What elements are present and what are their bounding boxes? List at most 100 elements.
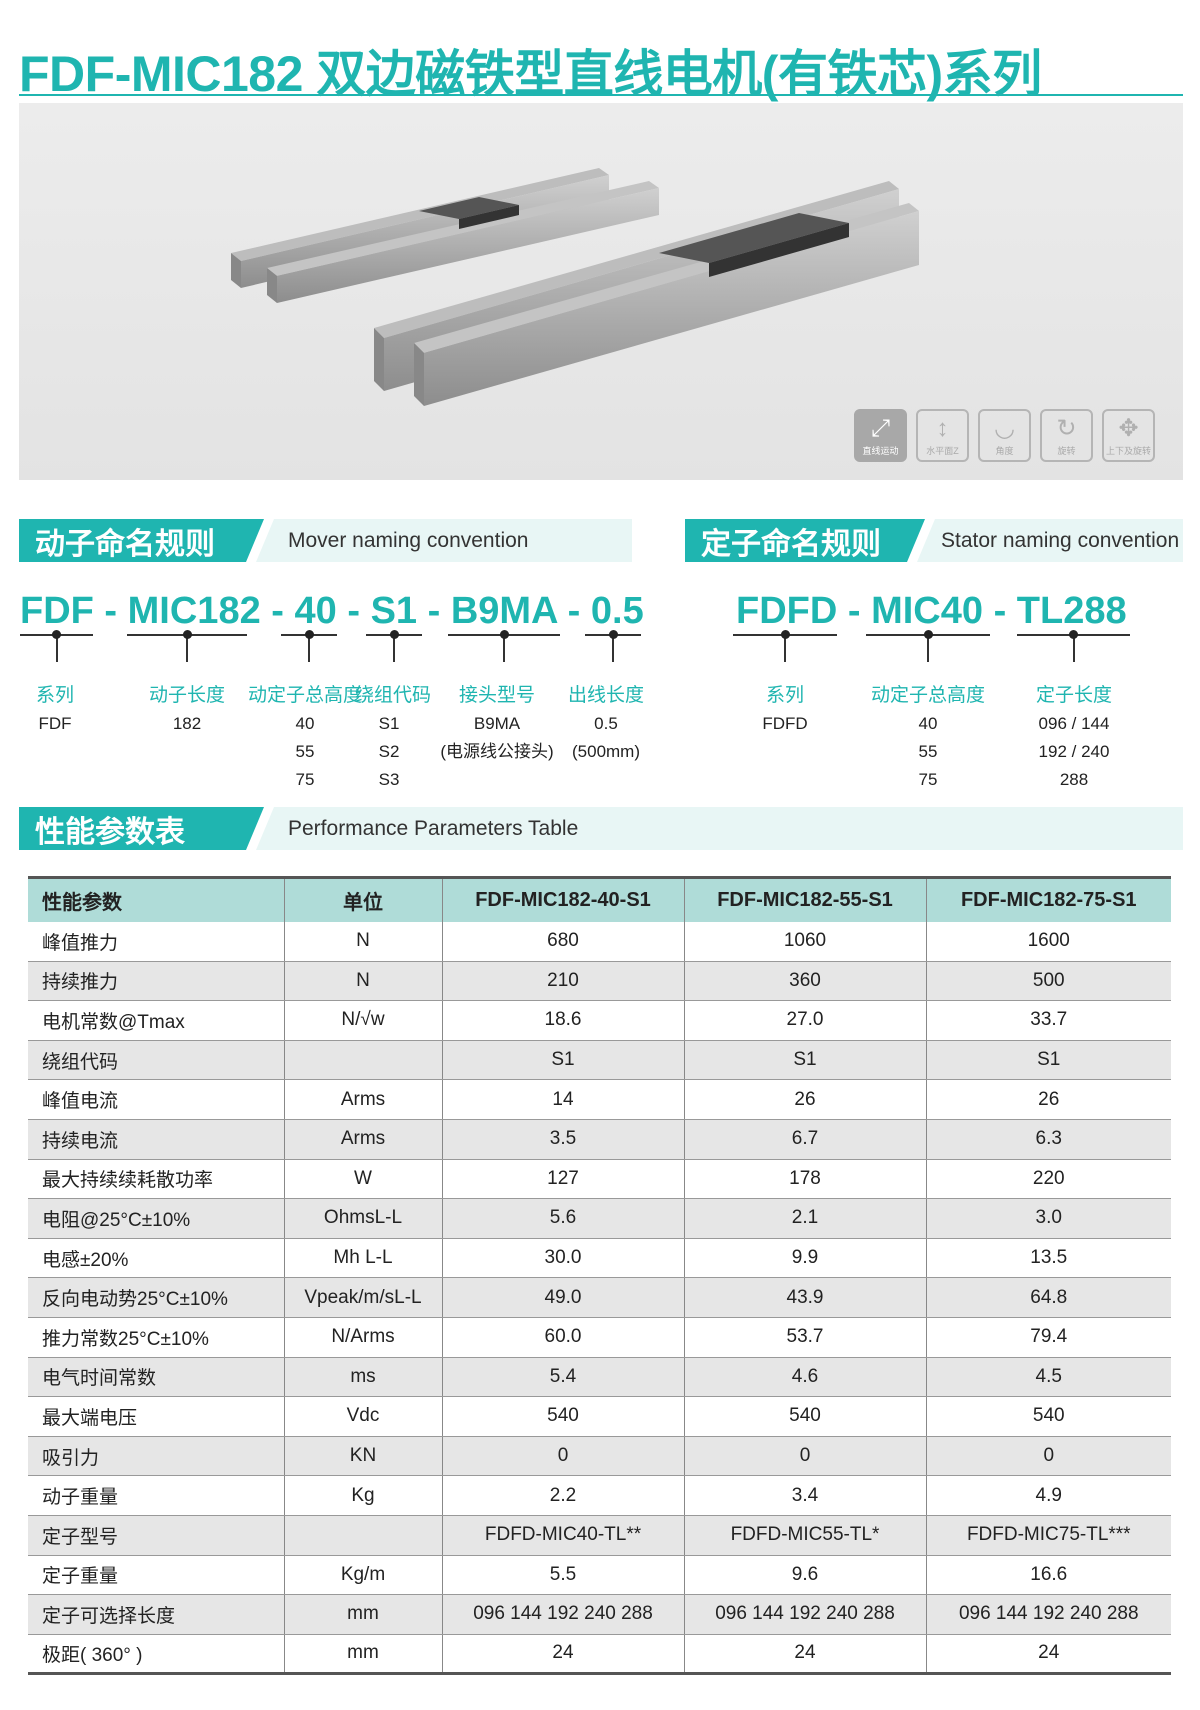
table-cell: [283, 1515, 442, 1556]
table-cell: 最大持续续耗散功率: [28, 1159, 284, 1200]
table-cell: 4.6: [683, 1357, 926, 1398]
table-cell: Vdc: [283, 1396, 442, 1437]
table-cell: ms: [283, 1357, 442, 1398]
perf-section-header: 性能参数表 Performance Parameters Table: [19, 807, 1183, 850]
table-cell: 210: [441, 961, 684, 1002]
table-cell: mm: [283, 1594, 442, 1635]
table-cell: 5.6: [441, 1198, 684, 1239]
table-cell: 峰值电流: [28, 1079, 284, 1120]
table-cell: 540: [441, 1396, 684, 1437]
product-image: ⤢ 直线运动 ↕ 水平面Z ◡ 角度 ↻ 旋转 ✥ 上下及旋转: [19, 103, 1183, 480]
table-cell: Arms: [283, 1079, 442, 1120]
table-cell: Kg/m: [283, 1555, 442, 1596]
table-cell: 绕组代码: [28, 1040, 284, 1081]
table-cell: 4.9: [925, 1475, 1171, 1516]
table-cell: 3.5: [441, 1119, 684, 1160]
rotate-icon: ↻ 旋转: [1040, 409, 1093, 462]
stator-section-header: 定子命名规则 Stator naming convention: [685, 519, 1183, 562]
table-cell: 极距( 360° ): [28, 1634, 284, 1676]
column-header: FDF-MIC182-75-S1: [925, 876, 1171, 922]
table-cell: 动子重量: [28, 1475, 284, 1516]
table-cell: 电感±20%: [28, 1238, 284, 1279]
page-title: FDF-MIC182 双边磁铁型直线电机(有铁芯)系列: [19, 46, 1042, 102]
table-cell: 3.0: [925, 1198, 1171, 1239]
title-underline: [19, 94, 1183, 96]
table-row: 吸引力 KN 0 0 0: [28, 1436, 1171, 1477]
large-motor: [374, 181, 919, 406]
table-cell: 定子可选择长度: [28, 1594, 284, 1635]
stator-code: FDFD - MIC40 - TL288: [736, 590, 1127, 632]
table-row: 最大持续续耗散功率 W 127 178 220: [28, 1159, 1171, 1200]
table-row: 最大端电压 Vdc 540 540 540: [28, 1396, 1171, 1437]
table-cell: 5.4: [441, 1357, 684, 1398]
table-cell: 540: [925, 1396, 1171, 1437]
table-cell: 53.7: [683, 1317, 926, 1358]
table-cell: 16.6: [925, 1555, 1171, 1596]
table-row: 持续推力 N 210 360 500: [28, 961, 1171, 1002]
field-label: 接头型号: [458, 685, 536, 706]
table-cell: 定子型号: [28, 1515, 284, 1556]
table-cell: 吸引力: [28, 1436, 284, 1477]
table-cell: 500: [925, 961, 1171, 1002]
table-cell: 反向电动势25°C±10%: [28, 1277, 284, 1318]
field-label: 系列: [35, 685, 75, 706]
table-cell: 540: [683, 1396, 926, 1437]
table-cell: 220: [925, 1159, 1171, 1200]
table-cell: 1600: [925, 921, 1171, 962]
motion-type-icons: ⤢ 直线运动 ↕ 水平面Z ◡ 角度 ↻ 旋转 ✥ 上下及旋转: [854, 409, 1155, 462]
table-cell: 最大端电压: [28, 1396, 284, 1437]
table-cell: 2.2: [441, 1475, 684, 1516]
table-cell: 9.6: [683, 1555, 926, 1596]
column-header: FDF-MIC182-55-S1: [683, 876, 926, 922]
table-cell: 峰值推力: [28, 921, 284, 962]
table-cell: 127: [441, 1159, 684, 1200]
table-cell: S1: [441, 1040, 684, 1081]
table-row: 定子可选择长度 mm 096 144 192 240 288 096 144 192 …: [28, 1594, 1171, 1635]
table-cell: mm: [283, 1634, 442, 1676]
table-cell: 24: [683, 1634, 926, 1676]
table-cell: 096 144 192 240 288: [683, 1594, 926, 1635]
linear-motor-illustration: [231, 168, 919, 406]
table-cell: 24: [441, 1634, 684, 1676]
table-cell: 6.7: [683, 1119, 926, 1160]
vertical-z-icon: ↕ 水平面Z: [916, 409, 969, 462]
table-row: 电感±20% Mh L-L 30.0 9.9 13.5: [28, 1238, 1171, 1279]
table-cell: W: [283, 1159, 442, 1200]
column-header: 单位: [283, 876, 442, 922]
table-cell: 60.0: [441, 1317, 684, 1358]
table-cell: N/√w: [283, 1000, 442, 1041]
table-row: 推力常数25°C±10% N/Arms 60.0 53.7 79.4: [28, 1317, 1171, 1358]
table-cell: 5.5: [441, 1555, 684, 1596]
table-cell: 18.6: [441, 1000, 684, 1041]
table-row: 峰值推力 N 680 1060 1600: [28, 921, 1171, 962]
table-cell: 电阻@25°C±10%: [28, 1198, 284, 1239]
table-cell: 43.9: [683, 1277, 926, 1318]
table-cell: 26: [683, 1079, 926, 1120]
table-cell: 24: [925, 1634, 1171, 1676]
table-row: 电机常数@Tmax N/√w 18.6 27.0 33.7: [28, 1000, 1171, 1041]
table-row: 动子重量 Kg 2.2 3.4 4.9: [28, 1475, 1171, 1516]
table-cell: 持续推力: [28, 961, 284, 1002]
table-cell: 13.5: [925, 1238, 1171, 1279]
table-row: 极距( 360° ) mm 24 24 24: [28, 1634, 1171, 1676]
table-cell: 持续电流: [28, 1119, 284, 1160]
up-down-rotate-icon: ✥ 上下及旋转: [1102, 409, 1155, 462]
table-cell: 3.4: [683, 1475, 926, 1516]
table-cell: S1: [683, 1040, 926, 1081]
table-cell: 9.9: [683, 1238, 926, 1279]
table-cell: 电机常数@Tmax: [28, 1000, 284, 1041]
small-motor: [231, 168, 659, 303]
table-cell: 360: [683, 961, 926, 1002]
field-label: 动子长度: [148, 685, 226, 706]
field-label: 动定子总高度: [870, 685, 986, 706]
table-cell: 680: [441, 921, 684, 962]
table-cell: OhmsL-L: [283, 1198, 442, 1239]
naming-breakdown: 系列 动子长度 动定子总高度 绕组代码 接头型号 出线长度 FDF 182 40…: [0, 630, 1200, 789]
table-cell: 0: [683, 1436, 926, 1477]
table-cell: N: [283, 961, 442, 1002]
table-cell: 6.3: [925, 1119, 1171, 1160]
table-cell: S1: [925, 1040, 1171, 1081]
column-header: FDF-MIC182-40-S1: [441, 876, 684, 922]
angle-icon: ◡ 角度: [978, 409, 1031, 462]
table-cell: 推力常数25°C±10%: [28, 1317, 284, 1358]
